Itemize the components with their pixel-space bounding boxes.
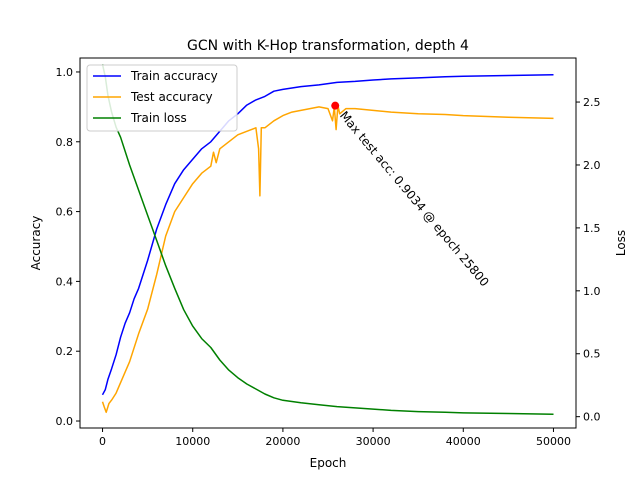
right-y-tick-label: 1.0: [583, 285, 601, 298]
left-y-axis-label: Accuracy: [29, 216, 43, 271]
series-line-test-accuracy: [101, 104, 554, 414]
legend: Train accuracy Test accuracy Train loss: [86, 64, 238, 132]
right-y-tick-label: 2.5: [583, 96, 601, 109]
right-y-axis-label: Loss: [614, 230, 628, 256]
x-tick-label: 30000: [356, 435, 391, 448]
left-y-tick-label: 0.8: [56, 136, 74, 149]
x-tick-label: 50000: [536, 435, 571, 448]
right-y-tick-label: 0.5: [583, 348, 601, 361]
legend-label-test-accuracy: Test accuracy: [130, 90, 213, 104]
x-tick-label: 10000: [175, 435, 210, 448]
x-axis-label: Epoch: [310, 456, 347, 470]
right-y-tick-label: 0.0: [583, 411, 601, 424]
left-y-tick-label: 1.0: [56, 66, 74, 79]
x-tick-label: 40000: [446, 435, 481, 448]
right-y-tick-label: 2.0: [583, 159, 601, 172]
series-line-train-loss: [101, 64, 554, 415]
plot-frame: [79, 57, 577, 429]
legend-box: [86, 64, 238, 132]
left-y-tick-label: 0.4: [56, 275, 74, 288]
left-y-tick-label: 0.0: [56, 415, 74, 428]
legend-label-train-accuracy: Train accuracy: [130, 69, 218, 83]
left-y-tick-label: 0.2: [56, 345, 74, 358]
chart-title: GCN with K-Hop transformation, depth 4: [187, 38, 469, 54]
left-y-tick-label: 0.6: [56, 206, 74, 219]
ticks-layer: 0 10000 20000 30000 40000 50000 0.0 0.2 0.4 0.6 0.…: [56, 66, 601, 448]
legend-label-train-loss: Train loss: [130, 111, 187, 125]
max-test-accuracy-marker: [331, 101, 340, 110]
x-tick-label: 0: [99, 435, 106, 448]
x-tick-label: 20000: [265, 435, 300, 448]
right-y-tick-label: 1.5: [583, 222, 601, 235]
